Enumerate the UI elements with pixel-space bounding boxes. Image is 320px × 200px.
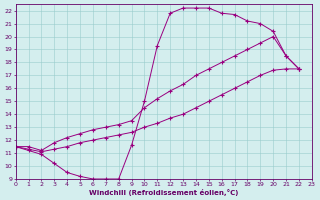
X-axis label: Windchill (Refroidissement éolien,°C): Windchill (Refroidissement éolien,°C) bbox=[89, 189, 238, 196]
